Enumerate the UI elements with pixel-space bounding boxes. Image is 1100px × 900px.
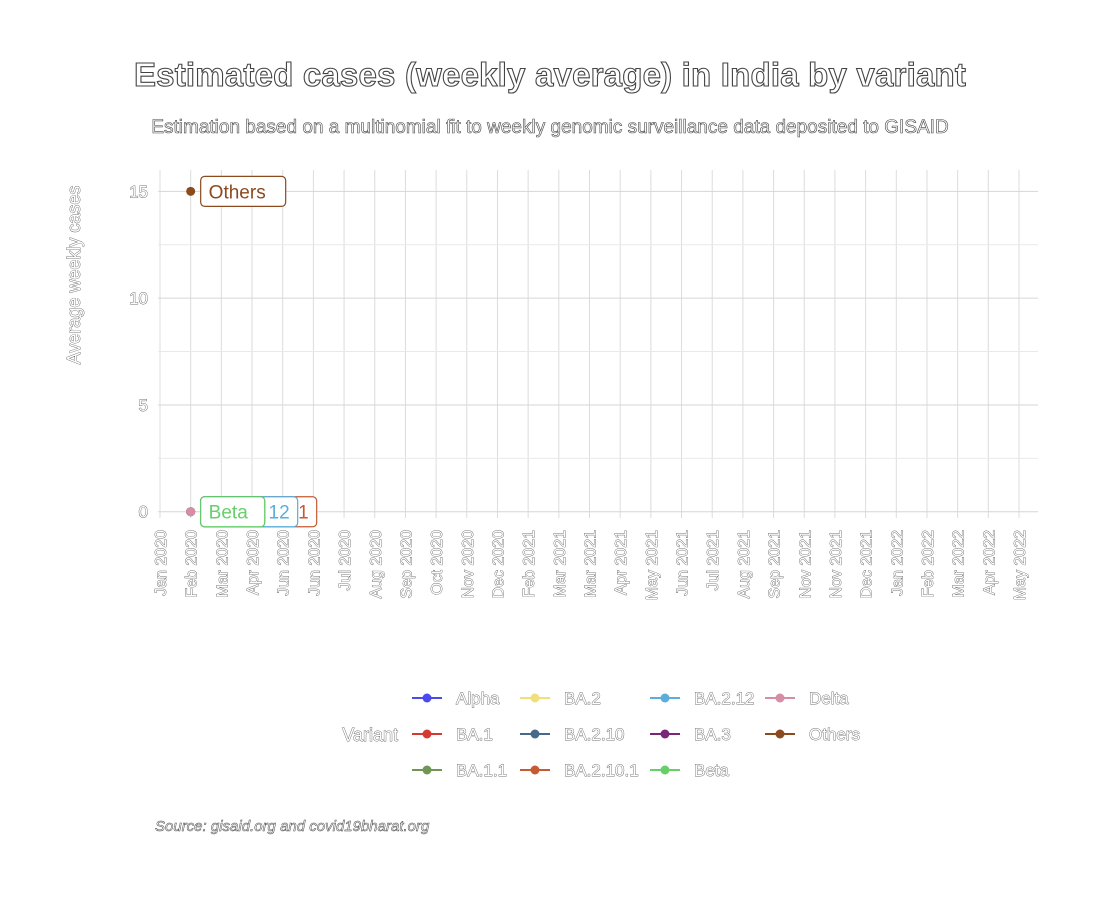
legend-item-ba-2-12: BA.2.12 [650, 689, 755, 708]
data-point-delta [186, 507, 196, 517]
legend-label: BA.3 [694, 725, 731, 744]
x-tick-label: Sep 2020 [398, 530, 415, 599]
x-tick-label: Jan 2022 [889, 530, 906, 596]
x-tick-label: Aug 2021 [736, 530, 753, 599]
data-point-others [186, 186, 196, 196]
x-tick-label: Feb 2020 [184, 530, 201, 598]
chart-subtitle: Estimation based on a multinomial fit to… [151, 117, 949, 139]
x-tick-label: Feb 2022 [920, 530, 937, 598]
legend-item-beta: Beta [650, 761, 730, 780]
x-tick-label: Nov 2020 [460, 530, 477, 599]
legend-title: Variant [342, 725, 398, 745]
legend-label: BA.1.1 [456, 761, 507, 780]
legend-marker [775, 693, 785, 703]
legend-label: BA.2 [564, 689, 601, 708]
y-tick-label: 5 [139, 396, 148, 415]
x-tick-label: Dec 2021 [859, 530, 876, 599]
x-tick-label: Mar 2021 [552, 530, 569, 598]
legend-marker [422, 765, 432, 775]
legend-item-others: Others [765, 725, 860, 744]
x-tick-label: Nov 2021 [828, 530, 845, 599]
label-text: 1 [298, 503, 309, 524]
legend-marker [530, 693, 540, 703]
legend-item-ba-2-10: BA.2.10 [520, 725, 625, 744]
legend-item-ba-1-1: BA.1.1 [412, 761, 507, 780]
legend-label: BA.1 [456, 725, 493, 744]
legend-label: BA.2.10.1 [564, 761, 639, 780]
label-text: Beta [209, 503, 249, 524]
label-box [200, 496, 266, 528]
x-tick-label: Apr 2021 [613, 530, 630, 595]
x-tick-label: Mar 2022 [951, 530, 968, 598]
legend-item-ba-2-10-1: BA.2.10.1 [520, 761, 639, 780]
series-label-beta: Beta [200, 496, 266, 528]
legend-label: Others [809, 725, 860, 744]
legend-item-delta: Delta [765, 689, 850, 708]
legend-label: BA.2.12 [694, 689, 755, 708]
label-text: 12 [269, 503, 290, 524]
x-tick-label: May 2022 [1012, 530, 1029, 600]
x-tick-label: Nov 2021 [797, 530, 814, 599]
x-tick-label: Oct 2020 [429, 530, 446, 595]
legend-marker [660, 693, 670, 703]
x-tick-label: Jul 2020 [337, 530, 354, 591]
series-label-others: Others [200, 175, 287, 207]
legend-item-ba-1: BA.1 [412, 725, 493, 744]
legend-marker [422, 729, 432, 739]
x-tick-label: Mar 2020 [214, 530, 231, 598]
x-tick-label: Apr 2022 [981, 530, 998, 595]
legend-marker [530, 729, 540, 739]
legend-label: Alpha [456, 689, 500, 708]
x-tick-label: Jan 2020 [153, 530, 170, 596]
legend-marker [775, 729, 785, 739]
legend-item-ba-3: BA.3 [650, 725, 731, 744]
label-box [200, 175, 287, 207]
x-tick-label: Feb 2021 [521, 530, 538, 598]
x-tick-label: Jun 2021 [675, 530, 692, 596]
x-tick-label: Mar 2021 [583, 530, 600, 598]
chart-title: Estimated cases (weekly average) in Indi… [133, 55, 967, 93]
legend-marker [660, 765, 670, 775]
x-tick-label: May 2021 [644, 530, 661, 600]
source-note: Source: gisaid.org and covid19bharat.org [155, 818, 430, 836]
legend-label: BA.2.10 [564, 725, 625, 744]
legend-marker [660, 729, 670, 739]
x-tick-label: Jul 2021 [705, 530, 722, 591]
legend-marker [530, 765, 540, 775]
y-tick-label: 15 [129, 182, 148, 201]
x-tick-label: Apr 2020 [245, 530, 262, 595]
legend-label: Beta [694, 761, 730, 780]
legend-item-ba-2: BA.2 [520, 689, 601, 708]
y-tick-label: 10 [129, 289, 148, 308]
x-tick-label: Dec 2020 [490, 530, 507, 599]
x-tick-label: Sep 2021 [767, 530, 784, 599]
x-tick-label: Jun 2020 [306, 530, 323, 596]
x-tick-label: Aug 2020 [368, 530, 385, 599]
legend-label: Delta [809, 689, 849, 708]
y-tick-label: 0 [139, 503, 148, 522]
y-axis-title: Average weekly cases [64, 186, 84, 365]
x-tick-label: Jun 2020 [276, 530, 293, 596]
label-text: Others [209, 182, 266, 203]
legend-item-alpha: Alpha [412, 689, 500, 708]
legend-marker [422, 693, 432, 703]
